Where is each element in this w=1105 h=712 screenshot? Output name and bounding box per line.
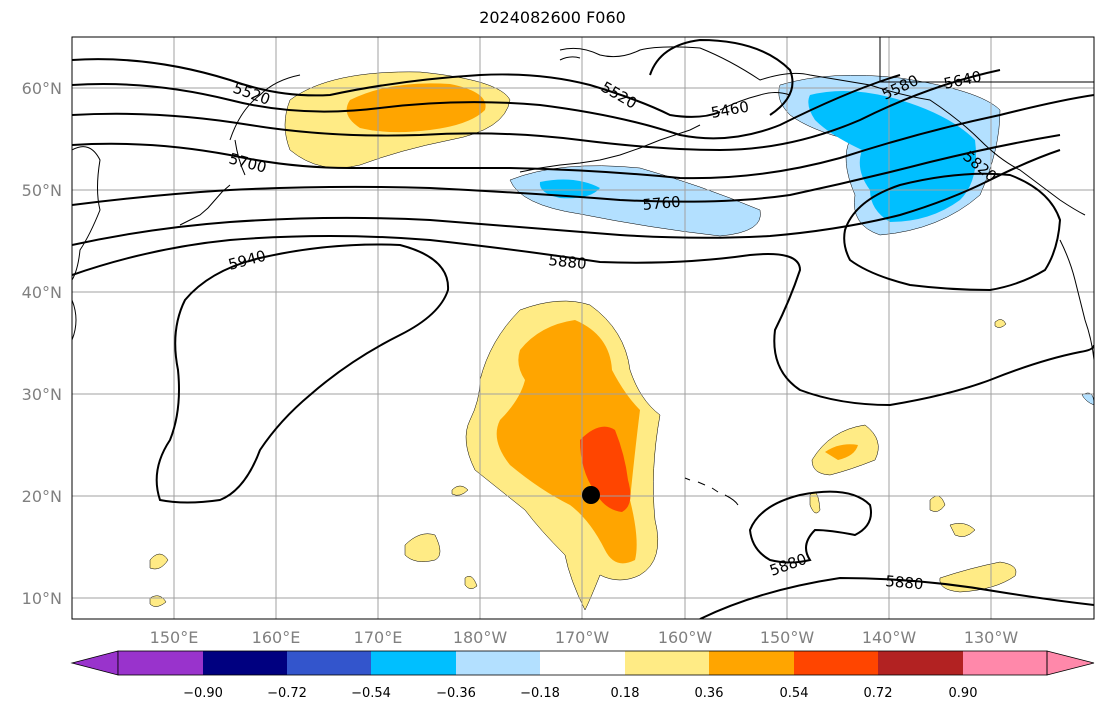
colorbar-segment	[794, 651, 878, 675]
contour-label: 5880	[548, 251, 588, 273]
contour-5880-south	[699, 576, 1094, 619]
alaska-peninsula	[719, 92, 791, 111]
colorbar-segment	[540, 651, 625, 675]
map-title: 2024082600 F060	[479, 8, 626, 27]
kuril-islands	[179, 184, 231, 226]
positive-anomaly-area	[994, 319, 1007, 328]
colorbar-tick-label: −0.90	[183, 686, 223, 701]
positive-anomaly-area	[464, 576, 478, 589]
negative-anomaly-core	[539, 179, 600, 199]
lon-label: 150°W	[760, 628, 815, 647]
contour-5520-west	[72, 58, 721, 118]
graticule	[72, 37, 1094, 619]
colorbar-tick-label: −0.18	[520, 686, 560, 701]
colorbar-tick-label: 0.36	[695, 686, 724, 701]
colorbar-segment	[118, 651, 203, 675]
colorbar-segment	[709, 651, 794, 675]
lat-label: 60°N	[22, 79, 62, 98]
map-frame	[71, 36, 1095, 620]
colorbar-segment	[456, 651, 540, 675]
contour-label: 5760	[642, 193, 682, 214]
coastlines	[72, 37, 1094, 506]
lat-label: 20°N	[22, 487, 62, 506]
north-america-west-coast	[1059, 239, 1094, 361]
colorbar-tick-label: 0.18	[611, 686, 640, 701]
colorbar-segment	[287, 651, 371, 675]
colorbar-tick-label: −0.72	[267, 686, 307, 701]
asia-coast	[72, 146, 101, 341]
lat-label: 40°N	[22, 283, 62, 302]
positive-anomaly-area	[949, 523, 976, 537]
positive-anomaly-area	[939, 561, 1017, 593]
height-contours	[72, 38, 1094, 619]
contour-5940	[155, 243, 450, 504]
lon-label: 130°W	[964, 628, 1019, 647]
contour-5820	[72, 149, 1061, 246]
latitude-labels: 60°N 50°N 40°N 30°N 20°N 10°N	[22, 79, 62, 608]
alaska-coast	[559, 46, 1086, 216]
lon-label: 140°W	[862, 628, 917, 647]
contour-5460	[649, 38, 794, 116]
st-lawrence-island	[559, 56, 581, 61]
positive-anomaly-strong-core	[580, 426, 631, 512]
colorbar-tick-label: −0.36	[436, 686, 476, 701]
colorbar-segment	[203, 651, 287, 675]
lat-label: 30°N	[22, 385, 62, 404]
lon-label: 160°W	[658, 628, 713, 647]
lat-label: 50°N	[22, 181, 62, 200]
colorbar-segment	[371, 651, 456, 675]
contour-5880-north-loop	[843, 172, 1062, 292]
contour-5760	[72, 134, 1061, 206]
lat-label: 10°N	[22, 589, 62, 608]
lon-label: 150°E	[150, 628, 199, 647]
colorbar-tick-label: 0.72	[864, 686, 893, 701]
lon-label: 170°E	[354, 628, 403, 647]
positive-anomaly-core	[346, 83, 486, 133]
positive-anomaly-core	[825, 444, 858, 460]
lon-label: 170°W	[555, 628, 610, 647]
contour-label: 5880	[885, 572, 925, 593]
positive-anomaly-area	[149, 553, 169, 570]
colorbar-extend-high	[1046, 650, 1095, 676]
contour-5640	[72, 69, 1001, 152]
aleutian-islands	[519, 124, 701, 173]
contour-5880-southeast-loop	[748, 490, 872, 564]
positive-anomaly-area	[451, 485, 469, 496]
storm-center-marker[interactable]	[582, 486, 600, 504]
colorbar: −0.90 −0.72 −0.54 −0.36 −0.18 0.18 0.36 …	[70, 650, 1095, 701]
hawaiian-islands	[684, 477, 739, 506]
colorbar-segment	[625, 651, 709, 675]
colorbar-segment	[963, 651, 1047, 675]
colorbar-frame	[117, 650, 1048, 676]
longitude-labels: 150°E 160°E 170°E 180°W 170°W 160°W 150°…	[150, 628, 1019, 647]
colorbar-tick-label: −0.54	[351, 686, 391, 701]
lon-label: 180°W	[453, 628, 508, 647]
colorbar-extend-low	[70, 650, 119, 676]
positive-anomaly-area	[404, 533, 441, 562]
contour-5700	[72, 94, 1094, 180]
contour-5580	[72, 74, 901, 140]
colorbar-tick-label: 0.54	[780, 686, 809, 701]
colorbar-tick-label: 0.90	[949, 686, 978, 701]
contour-5880-north	[72, 235, 1094, 407]
lon-label: 160°E	[252, 628, 301, 647]
colorbar-segment	[878, 651, 963, 675]
negative-anomaly-area	[1081, 392, 1094, 406]
